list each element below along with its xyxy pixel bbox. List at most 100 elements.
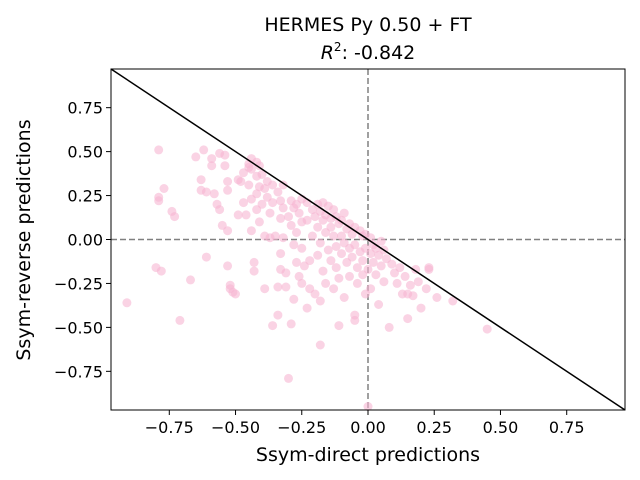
scatter-point xyxy=(297,278,307,288)
scatter-point xyxy=(284,373,293,383)
scatter-point xyxy=(352,263,362,273)
x-tick-label: −0.25 xyxy=(277,418,326,437)
scatter-point xyxy=(302,303,312,313)
scatter-point xyxy=(273,187,283,197)
y-axis-label: Ssym-reverse predictions xyxy=(13,119,35,360)
scatter-point xyxy=(122,298,132,308)
scatter-point xyxy=(281,282,291,292)
scatter-point xyxy=(223,185,233,195)
x-tick-label: 0.00 xyxy=(350,418,386,437)
y-tick-label: 0.75 xyxy=(67,99,103,118)
scatter-point xyxy=(244,180,254,190)
subtitle-superscript: 2 xyxy=(334,40,342,54)
x-tick-label: −0.75 xyxy=(145,418,194,437)
scatter-point xyxy=(276,213,286,223)
scatter-point xyxy=(289,240,299,250)
scatter-point xyxy=(154,145,164,155)
scatter-point xyxy=(321,278,331,288)
scatter-point xyxy=(239,198,248,208)
scatter-point xyxy=(294,271,304,281)
y-tick-label: 0.25 xyxy=(67,187,103,206)
scatter-point xyxy=(278,233,288,243)
scatter-point xyxy=(350,240,360,250)
scatter-point xyxy=(220,161,230,171)
scatter-point xyxy=(337,249,346,259)
scatter-point xyxy=(292,257,301,267)
scatter-point xyxy=(448,296,458,306)
chart-title: HERMES Py 0.50 + FT xyxy=(264,14,472,36)
scatter-point xyxy=(315,340,325,350)
scatter-point xyxy=(170,212,180,222)
scatter-point xyxy=(329,205,339,215)
scatter-point xyxy=(421,284,431,294)
x-tick-label: 0.75 xyxy=(549,418,585,437)
scatter-point xyxy=(286,319,296,329)
scatter-point xyxy=(302,215,312,225)
scatter-point xyxy=(405,280,415,290)
scatter-point xyxy=(326,256,336,266)
y-tick-label: −0.75 xyxy=(54,362,103,381)
scatter-point xyxy=(347,229,357,239)
scatter-point xyxy=(201,187,211,197)
scatter-point xyxy=(313,250,323,260)
scatter-point xyxy=(424,264,434,274)
scatter-point xyxy=(196,175,206,185)
scatter-point xyxy=(278,203,288,213)
scatter-point xyxy=(339,293,349,302)
scatter-point xyxy=(387,259,397,269)
scatter-point xyxy=(329,284,339,294)
scatter-point xyxy=(260,184,270,193)
scatter-point xyxy=(323,245,333,255)
scatter-point xyxy=(233,210,243,220)
scatter-point xyxy=(276,196,286,206)
scatter-point xyxy=(416,303,426,313)
scatter-point xyxy=(345,271,354,281)
y-axis-ticks: −0.75 −0.50 −0.25 0.00 0.25 0.50 0.75 xyxy=(54,99,111,381)
scatter-point xyxy=(252,189,262,199)
scatter-point xyxy=(223,177,233,186)
scatter-point xyxy=(297,243,307,253)
scatter-point xyxy=(268,321,278,331)
scatter-point xyxy=(175,315,185,325)
scatter-point xyxy=(326,222,336,232)
scatter-point xyxy=(281,268,291,278)
scatter-point xyxy=(207,161,217,171)
scatter-point xyxy=(318,266,328,276)
scatter-point xyxy=(413,277,423,287)
scatter-point xyxy=(347,252,357,262)
scatter-point xyxy=(215,205,225,215)
scatter-point xyxy=(337,231,346,241)
scatter-point xyxy=(231,289,240,299)
x-tick-label: 0.25 xyxy=(416,418,452,437)
scatter-point xyxy=(313,222,323,232)
scatter-point xyxy=(249,257,259,267)
scatter-point xyxy=(268,180,278,190)
scatter-point xyxy=(254,161,264,171)
scatter-point xyxy=(432,293,442,302)
scatter-point xyxy=(254,217,264,227)
scatter-point xyxy=(186,275,195,285)
scatter-point xyxy=(358,256,368,266)
y-tick-label: −0.25 xyxy=(54,274,103,293)
scatter-point xyxy=(241,210,251,220)
scatter-point xyxy=(371,270,381,280)
scatter-point xyxy=(278,180,288,190)
scatter-point xyxy=(379,277,389,287)
scatter-point xyxy=(201,252,211,262)
scatter-point xyxy=(209,189,219,199)
scatter-point xyxy=(284,212,293,222)
scatter-point xyxy=(395,263,405,273)
scatter-point xyxy=(223,226,233,236)
x-axis-ticks: −0.75 −0.50 −0.25 0.00 0.25 0.50 0.75 xyxy=(145,410,585,437)
scatter-point xyxy=(154,196,164,206)
scatter-point xyxy=(482,324,492,334)
scatter-point xyxy=(352,278,362,288)
scatter-point xyxy=(156,266,166,276)
scatter-point xyxy=(384,322,394,332)
scatter-point xyxy=(337,215,346,225)
scatter-point xyxy=(350,315,360,325)
y-tick-label: −0.50 xyxy=(54,318,103,337)
scatter-point xyxy=(363,402,373,411)
x-tick-label: 0.50 xyxy=(483,418,519,437)
scatter-point xyxy=(400,271,410,281)
